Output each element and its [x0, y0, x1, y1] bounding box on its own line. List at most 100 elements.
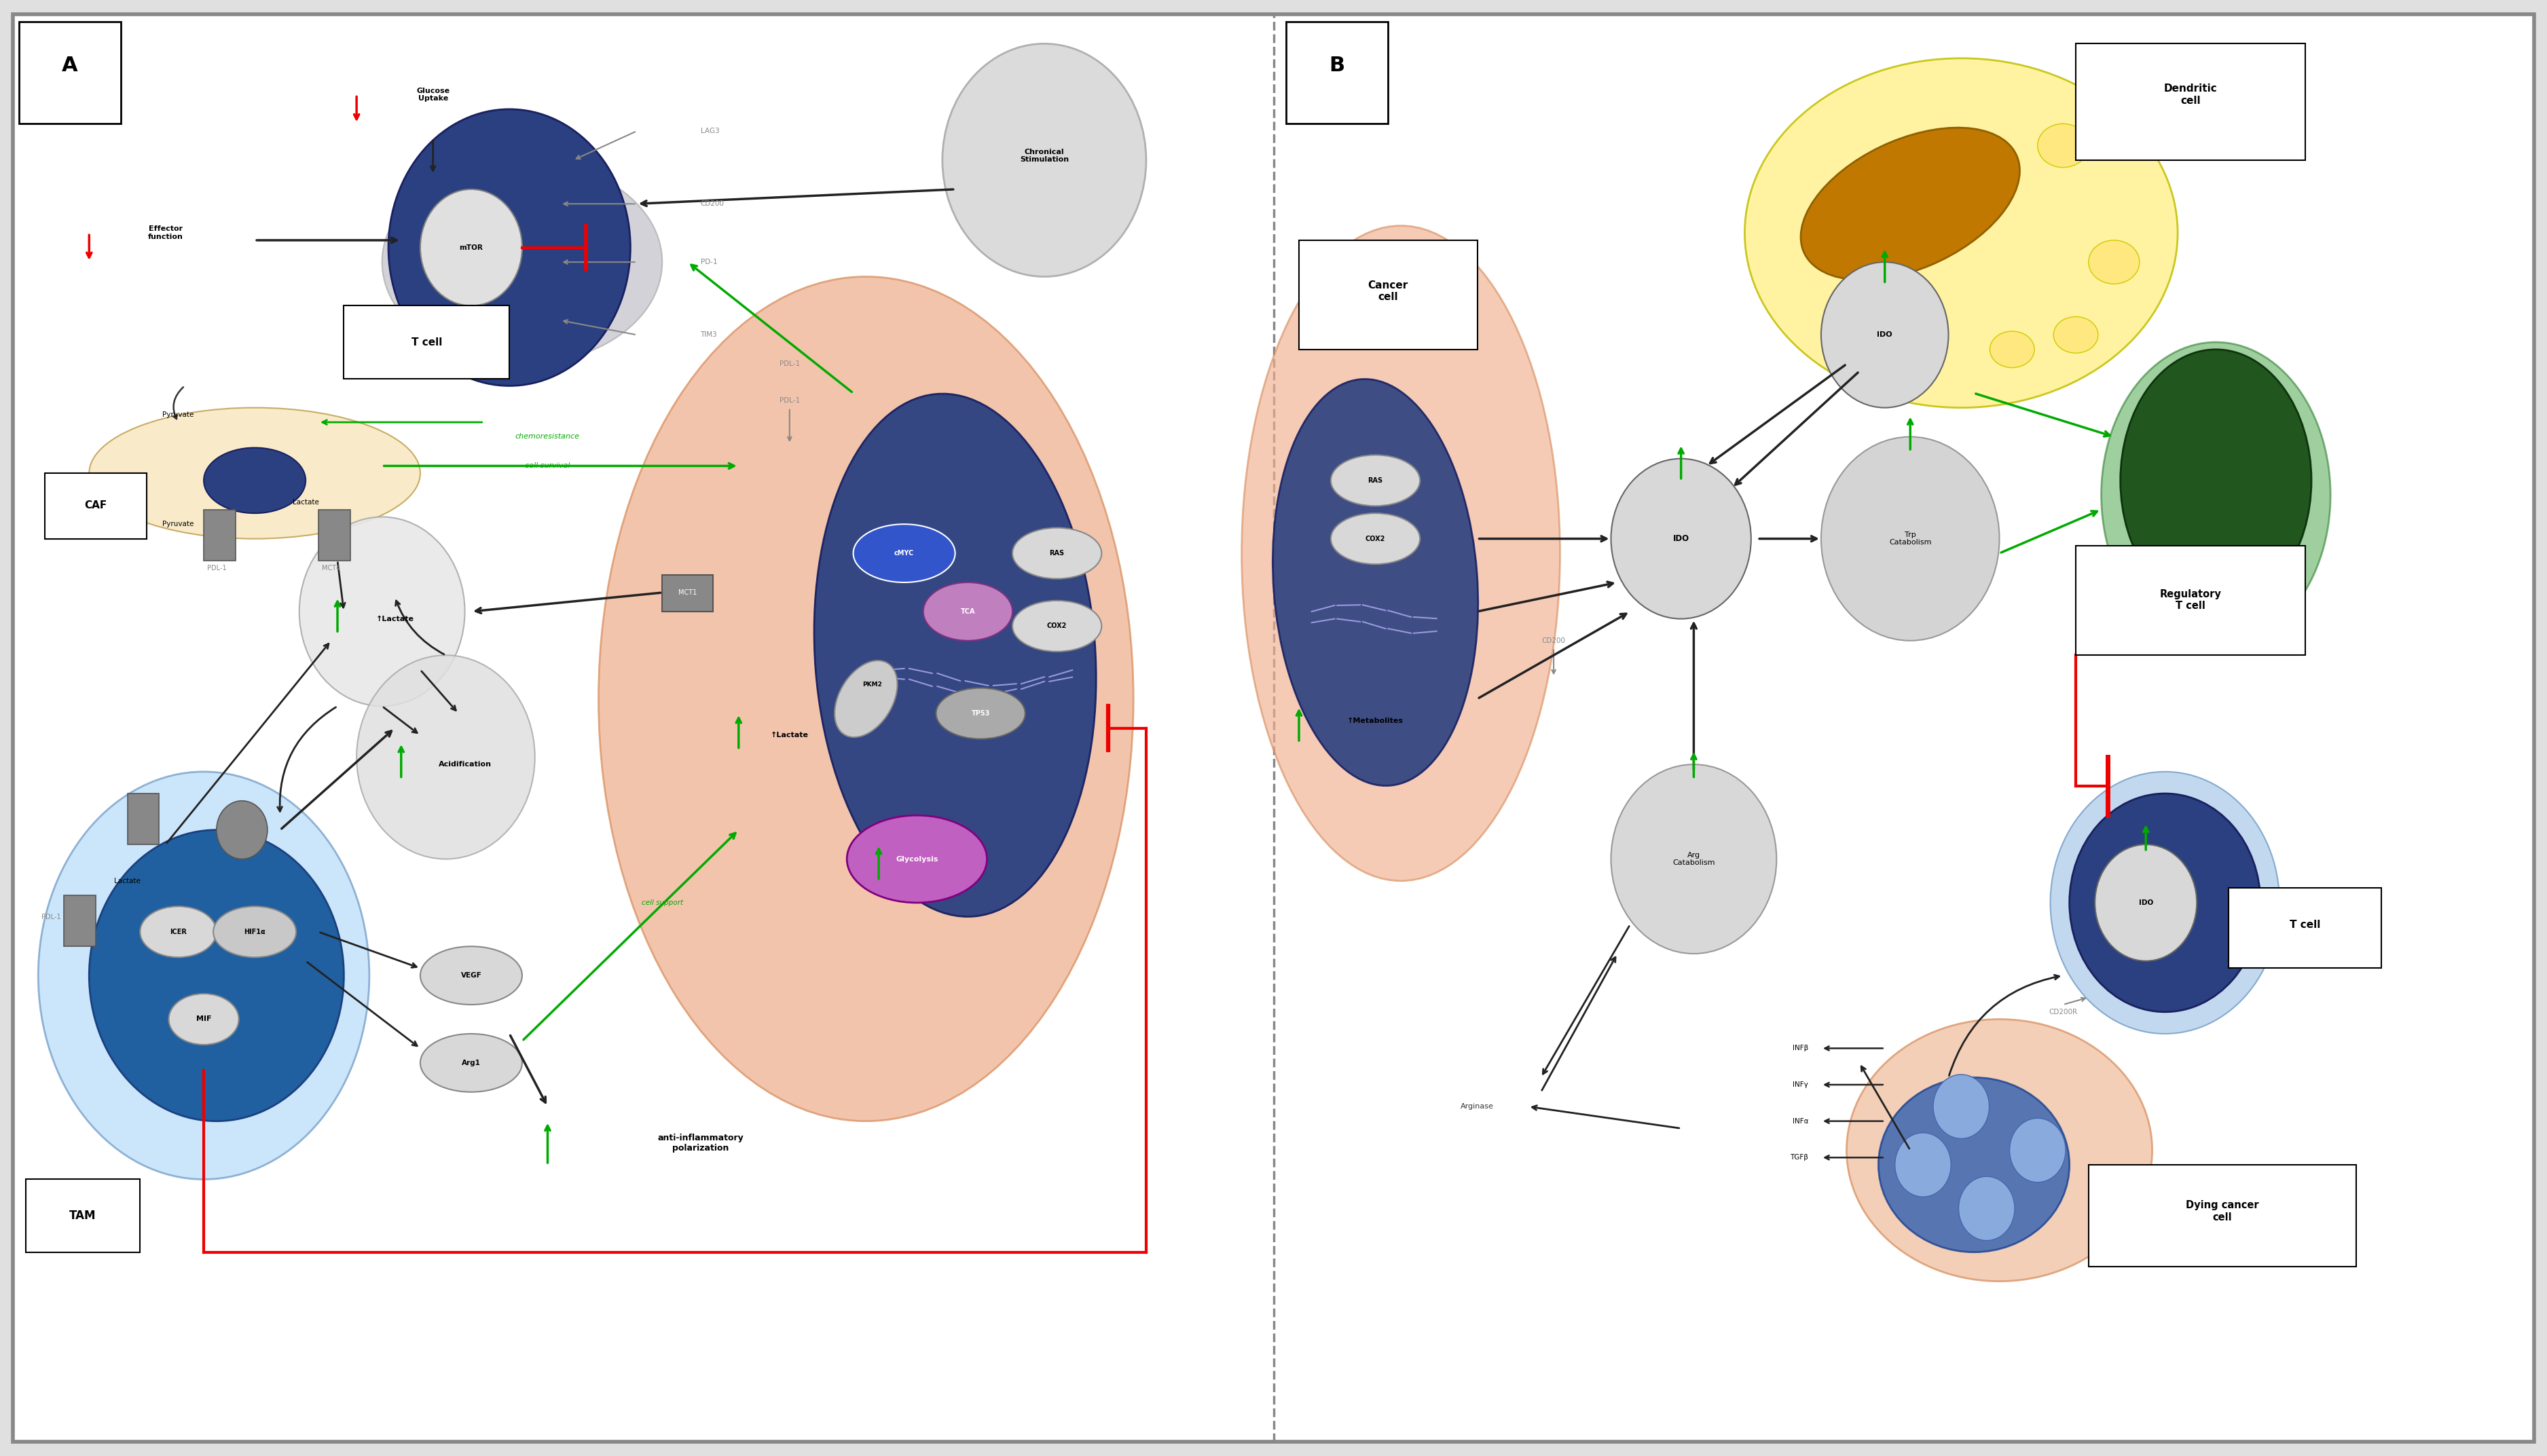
Text: Lactate: Lactate	[293, 499, 318, 505]
Ellipse shape	[922, 582, 1014, 641]
Circle shape	[216, 801, 267, 859]
Text: LAG3: LAG3	[700, 128, 718, 134]
Text: Glucose
Uptake: Glucose Uptake	[415, 87, 451, 102]
Text: Dendritic
cell: Dendritic cell	[2165, 83, 2216, 106]
Circle shape	[420, 189, 522, 306]
Circle shape	[2050, 772, 2280, 1034]
Text: IDO: IDO	[1877, 332, 1892, 338]
Circle shape	[2010, 1118, 2066, 1182]
Ellipse shape	[382, 160, 662, 364]
Bar	[2076, 546, 2305, 655]
Ellipse shape	[815, 393, 1095, 917]
Ellipse shape	[1877, 1077, 2068, 1252]
Text: PDL-1: PDL-1	[41, 914, 61, 920]
Text: TGFβ: TGFβ	[1791, 1155, 1808, 1160]
Text: ↑Lactate: ↑Lactate	[377, 616, 413, 622]
Text: Arginase: Arginase	[1459, 1104, 1495, 1109]
Ellipse shape	[1745, 58, 2178, 408]
Bar	[1299, 240, 1477, 349]
Text: anti-inflammatory
polarization: anti-inflammatory polarization	[657, 1133, 744, 1153]
Text: IDO: IDO	[2139, 900, 2152, 906]
Text: HIF1α: HIF1α	[245, 929, 265, 935]
Circle shape	[1612, 764, 1775, 954]
Ellipse shape	[1989, 331, 2035, 367]
Text: MIF: MIF	[196, 1016, 211, 1022]
Text: RAS: RAS	[1049, 550, 1065, 556]
Bar	[25, 1179, 140, 1252]
Bar	[64, 895, 97, 946]
Bar	[204, 510, 234, 561]
Ellipse shape	[1801, 128, 2020, 280]
Bar	[2076, 44, 2305, 160]
Ellipse shape	[1014, 529, 1100, 579]
Circle shape	[1933, 1075, 1989, 1139]
Text: Cancer
cell: Cancer cell	[1368, 280, 1408, 303]
Text: IDO: IDO	[1673, 534, 1689, 543]
Ellipse shape	[2038, 124, 2089, 167]
Bar	[2229, 888, 2381, 968]
Text: PD-1: PD-1	[700, 259, 718, 265]
Text: T cell: T cell	[2290, 920, 2320, 929]
Text: PDL-1: PDL-1	[779, 361, 800, 367]
Text: ICER: ICER	[171, 929, 186, 935]
Ellipse shape	[2053, 317, 2099, 354]
Text: Chronical
Stimulation: Chronical Stimulation	[1019, 149, 1070, 163]
Bar	[344, 306, 509, 379]
Ellipse shape	[214, 906, 295, 958]
Circle shape	[298, 517, 464, 706]
Text: Lactate: Lactate	[115, 878, 140, 884]
Text: TCA: TCA	[960, 609, 976, 614]
Ellipse shape	[1014, 601, 1100, 652]
Text: Arg1: Arg1	[461, 1060, 481, 1066]
Ellipse shape	[89, 408, 420, 539]
Text: MCT1: MCT1	[678, 590, 698, 596]
Text: Dying cancer
cell: Dying cancer cell	[2185, 1200, 2259, 1223]
Bar	[20, 22, 120, 124]
Text: INFγ: INFγ	[1793, 1082, 1808, 1088]
Text: A: A	[61, 55, 79, 76]
Ellipse shape	[2089, 240, 2139, 284]
Text: chemoresistance: chemoresistance	[514, 434, 581, 440]
Text: PDL-1: PDL-1	[206, 565, 227, 571]
Text: CAF: CAF	[84, 501, 107, 510]
Text: PKM2: PKM2	[863, 681, 881, 687]
Text: ↑Metabolites: ↑Metabolites	[1347, 718, 1403, 724]
Text: Glycolysis: Glycolysis	[897, 856, 937, 862]
Bar	[1286, 22, 1388, 124]
Text: TP53: TP53	[970, 711, 991, 716]
Text: cell survival: cell survival	[525, 463, 571, 469]
Bar	[43, 473, 148, 539]
Ellipse shape	[853, 524, 955, 582]
Text: Regulatory
T cell: Regulatory T cell	[2160, 588, 2221, 612]
Circle shape	[2094, 844, 2196, 961]
Ellipse shape	[835, 661, 897, 737]
Text: CD200: CD200	[700, 201, 723, 207]
Circle shape	[1821, 437, 1999, 641]
Text: TAM: TAM	[69, 1210, 97, 1222]
Text: COX2: COX2	[1365, 536, 1386, 542]
Text: mTOR: mTOR	[458, 245, 484, 250]
Circle shape	[942, 44, 1146, 277]
Text: MCT4: MCT4	[321, 565, 341, 571]
Circle shape	[89, 830, 344, 1121]
Text: CD200: CD200	[1541, 638, 1566, 644]
Ellipse shape	[937, 689, 1024, 738]
Ellipse shape	[846, 815, 986, 903]
Bar	[662, 575, 713, 612]
Text: cMYC: cMYC	[894, 550, 914, 556]
Ellipse shape	[1847, 1019, 2152, 1281]
Text: GPCR: GPCR	[232, 805, 252, 811]
Circle shape	[357, 655, 535, 859]
Text: VEGF: VEGF	[461, 973, 481, 978]
Ellipse shape	[204, 448, 306, 514]
Ellipse shape	[1274, 379, 1477, 786]
Ellipse shape	[599, 277, 1133, 1121]
Circle shape	[387, 109, 629, 386]
Bar	[127, 794, 158, 844]
Ellipse shape	[168, 993, 239, 1045]
Text: Pyruvate: Pyruvate	[163, 521, 194, 527]
Ellipse shape	[2119, 349, 2310, 612]
Text: Arg
Catabolism: Arg Catabolism	[1673, 852, 1714, 866]
Text: TIM3: TIM3	[700, 332, 718, 338]
Bar	[2089, 1165, 2356, 1267]
